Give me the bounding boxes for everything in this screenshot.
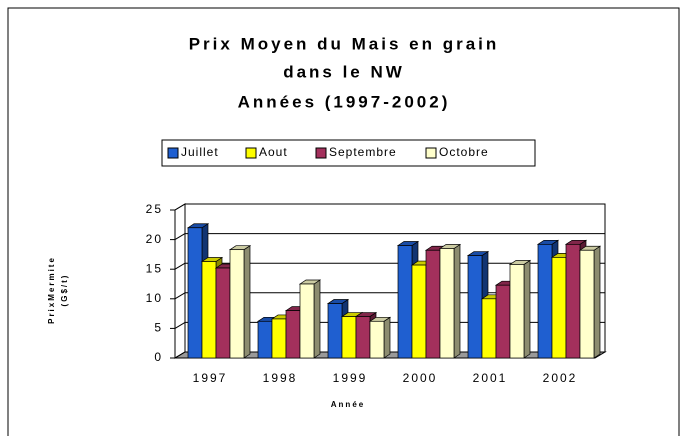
legend-label: Septembre [329, 145, 397, 159]
chart-title: Années (1997-2002) [238, 92, 451, 111]
bar [341, 316, 357, 359]
x-tick-label: 2002 [543, 371, 578, 385]
y-tick-label: 5 [154, 321, 163, 335]
y-tick-label: 0 [154, 350, 163, 364]
bar-side [593, 245, 601, 359]
grid-line [174, 203, 186, 211]
bar [327, 303, 343, 359]
bar [439, 248, 455, 359]
chart-title: dans le NW [283, 62, 405, 81]
legend-swatch [315, 147, 327, 159]
x-tick-label: 2000 [403, 371, 438, 385]
x-tick-label: 1997 [193, 371, 228, 385]
legend-box [161, 139, 536, 167]
bar [271, 318, 287, 359]
bar [229, 249, 245, 359]
bar [299, 283, 315, 359]
bar [397, 245, 413, 359]
bar [201, 261, 217, 359]
y-tick-label: 10 [146, 291, 163, 305]
x-axis-title: Année [331, 400, 365, 409]
y-axis-title: (G$/t) [60, 274, 69, 307]
legend-swatch [245, 147, 257, 159]
bar [467, 255, 483, 359]
y-tick-label: 15 [146, 261, 163, 275]
bar [187, 227, 203, 359]
bar [565, 243, 581, 359]
bar [257, 320, 273, 359]
bar-side [453, 243, 461, 359]
chart-title: Prix Moyen du Mais en grain [189, 34, 500, 53]
bar [411, 264, 427, 359]
bar [551, 257, 567, 359]
bar-side [523, 259, 531, 359]
bar [285, 310, 301, 359]
legend-label: Juillet [181, 145, 219, 159]
x-tick-label: 1998 [263, 371, 298, 385]
grid-line [174, 233, 186, 241]
bar [425, 249, 441, 359]
bar-side [243, 245, 251, 359]
y-axis-title: PrixMermite [47, 256, 56, 324]
y-tick-label: 25 [146, 202, 163, 216]
grid-line [174, 292, 186, 300]
bar [579, 249, 595, 359]
bar-side [383, 316, 391, 359]
y-tick-label: 20 [146, 232, 163, 246]
bar-side [313, 279, 321, 359]
bar [355, 316, 371, 359]
bar [215, 267, 231, 359]
grid-line [174, 321, 186, 329]
bar [481, 298, 497, 359]
y-axis-title-group: PrixMermite (G$/t) [47, 256, 69, 324]
x-tick-label: 2001 [473, 371, 508, 385]
legend-swatch [167, 147, 179, 159]
legend-swatch [425, 147, 437, 159]
grid-line [174, 262, 186, 270]
bar [369, 320, 385, 359]
x-tick-label: 1999 [333, 371, 368, 385]
bar [537, 243, 553, 359]
grid-line [174, 351, 186, 359]
legend-label: Octobre [439, 145, 489, 159]
bar [509, 264, 525, 359]
bar [495, 284, 511, 359]
legend-label: Aout [259, 145, 288, 159]
left-wall [174, 203, 186, 359]
